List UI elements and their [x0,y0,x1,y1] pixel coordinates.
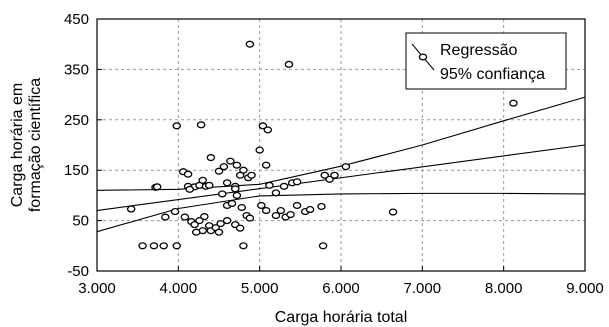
data-point [219,163,229,171]
data-point [245,214,255,222]
legend-entry-confidence: 95% confiança [440,66,545,83]
data-point [341,163,351,171]
legend-entry-regression: Regressão [440,42,517,59]
data-point [261,161,271,169]
data-point [231,185,240,193]
data-point [214,228,224,236]
data-point [218,190,227,198]
data-point [206,154,216,162]
data-point [204,181,214,189]
data-point [126,205,136,213]
data-point [271,189,281,197]
y-axis-title-line-1: Carga horária em [9,83,26,208]
data-point [245,40,255,48]
data-point [152,183,162,191]
y-tick-label: 150 [64,162,89,179]
regression-line [96,144,586,212]
data-point [222,179,232,187]
x-tick-label: 7.000 [404,280,442,297]
data-point [265,181,274,189]
y-tick-label: 350 [64,61,89,78]
data-point [388,208,398,216]
y-axis-title-line-2: formação científica [27,78,44,212]
data-point [276,206,286,215]
data-point [226,157,235,165]
data-point [200,213,209,221]
data-point [172,242,181,250]
confidence-band-lower [96,192,586,233]
data-point [257,201,266,210]
data-point [235,224,245,232]
x-tick-label: 3.000 [78,280,116,297]
data-point [284,60,294,68]
data-point [509,99,518,107]
legend-box [405,32,567,90]
legend-point-marker [418,53,428,61]
x-axis: 3.000 4.000 5.000 6.000 7.000 8.000 9.000 [78,266,604,297]
x-tick-label: 8.000 [485,280,523,297]
data-point [292,178,302,186]
data-point [185,185,194,193]
data-point [191,228,201,236]
y-tick-label: 450 [64,11,89,28]
data-point [247,171,256,179]
data-point [239,166,248,174]
data-point [330,171,339,179]
data-points [126,40,518,250]
data-point [239,242,248,250]
data-point [172,122,181,130]
x-tick-label: 9.000 [566,280,604,297]
x-tick-label: 5.000 [241,280,279,297]
data-point [271,212,281,220]
data-point [161,213,170,221]
data-point [232,191,242,199]
data-point [198,176,207,184]
data-point [138,242,147,250]
data-point [196,121,206,129]
confidence-band-upper [96,96,586,191]
y-tick-label: 250 [64,112,89,129]
data-point [305,205,315,214]
data-point [222,217,232,225]
data-point [183,170,193,178]
data-point [261,206,271,215]
x-tick-label: 6.000 [322,280,360,297]
data-point [227,199,237,208]
data-point [279,182,289,190]
data-point [237,203,247,212]
x-axis-title: Carga horária total [275,309,408,326]
data-point [255,146,264,154]
data-point [318,242,328,250]
regression-lines [96,96,586,233]
data-point [149,242,159,250]
data-point [170,207,180,216]
y-tick-label: -50 [67,263,89,280]
data-point [317,202,326,211]
data-point [159,242,168,250]
legend: Regressão 95% confiança [405,32,567,90]
data-point [263,126,273,134]
data-point [180,213,190,221]
data-point [286,211,295,219]
x-tick-label: 4.000 [160,280,198,297]
data-point [232,161,242,169]
data-point [214,167,224,175]
y-tick-label: 50 [72,213,89,230]
data-point [292,201,302,210]
y-axis: -50 50 150 250 350 450 [64,11,102,280]
data-point [216,220,225,228]
